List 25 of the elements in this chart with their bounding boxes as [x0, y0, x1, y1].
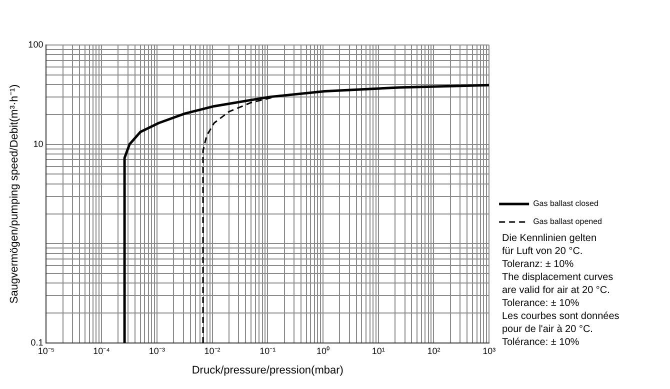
text: The displacement curves: [502, 271, 614, 284]
legend-label: Gas ballast opened: [533, 217, 602, 226]
y-tick-label: 10: [33, 138, 44, 149]
text: Toleranz: ± 10%: [502, 258, 575, 271]
x-tick-label: 10⁻⁴: [93, 346, 110, 356]
x-tick-label: 10⁰: [316, 346, 330, 356]
text: are valid for air at 20 °C.: [502, 284, 611, 297]
legend-label: Gas ballast closed: [533, 199, 598, 208]
x-tick-label: 10⁻²: [204, 346, 220, 356]
text: Les courbes sont données: [502, 310, 620, 323]
text: Tolerance: ± 10%: [502, 297, 580, 310]
y-tick-label: 100: [28, 39, 44, 50]
text: für Luft von 20 °C.: [502, 245, 584, 258]
x-tick-label: 10³: [482, 346, 496, 356]
x-tick-label: 10⁻⁵: [38, 346, 55, 356]
text: Die Kennlinien gelten: [502, 232, 598, 245]
x-tick-label: 10¹: [372, 346, 385, 356]
text: pour de l'air à 20 °C.: [502, 323, 594, 336]
x-tick-label: 10²: [427, 346, 440, 356]
y-tick-label: 0.1: [30, 337, 44, 348]
x-tick-label: 10⁻¹: [260, 346, 276, 356]
y-axis-title: Saugvermögen/pumping speed/Debit(m³·h⁻¹): [8, 84, 21, 304]
x-axis-title: Druck/pressure/pression(mbar): [192, 364, 344, 376]
x-tick-label: 10⁻³: [148, 346, 165, 356]
text: Tolérance: ± 10%: [502, 336, 580, 349]
